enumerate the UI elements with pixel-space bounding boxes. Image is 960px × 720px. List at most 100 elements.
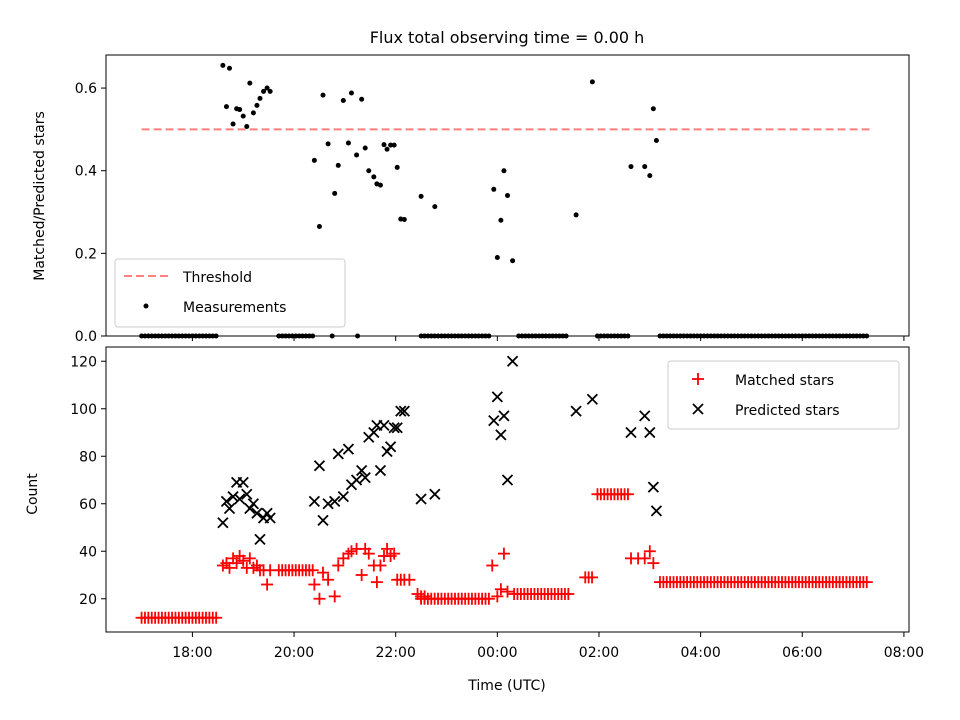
matched-point xyxy=(261,578,274,591)
ratio-legend-box xyxy=(114,258,346,328)
measurement-point xyxy=(653,138,659,144)
measurements-legend-label: Measurements xyxy=(183,300,286,316)
predicted-legend-swatch xyxy=(692,403,704,415)
matched-point xyxy=(308,578,321,591)
measurement-point xyxy=(362,145,368,151)
matched-point xyxy=(388,547,401,560)
predicted-point xyxy=(501,474,514,486)
matched-point xyxy=(491,590,504,603)
measurement-point xyxy=(371,174,377,180)
ratio-y-tick-label: 0.2 xyxy=(75,246,97,262)
matched-point xyxy=(860,576,873,589)
ratio-y-label: Matched/Predicted stars xyxy=(32,111,48,281)
predicted-point xyxy=(498,410,510,422)
predicted-point xyxy=(359,471,371,484)
measurement-point xyxy=(345,140,351,146)
measurement-point xyxy=(366,168,372,174)
count-points xyxy=(135,355,873,624)
predicted-point xyxy=(254,533,266,546)
predicted-point xyxy=(395,405,407,417)
measurement-point xyxy=(384,146,390,152)
predicted-point xyxy=(220,495,233,508)
matched-point xyxy=(381,542,394,555)
measurement-point xyxy=(642,164,648,170)
measurement-point xyxy=(359,96,365,102)
matched-point xyxy=(643,545,656,558)
predicted-point xyxy=(342,443,355,455)
measurement-point xyxy=(418,193,424,199)
x-axis-label: Time (UTC) xyxy=(467,678,545,694)
measurement-point xyxy=(320,92,326,98)
predicted-point xyxy=(329,495,341,508)
matched-point xyxy=(501,585,514,598)
measurement-point xyxy=(354,152,360,158)
matched-point xyxy=(562,588,575,600)
matched-point xyxy=(264,564,277,577)
matched-point xyxy=(486,559,499,572)
matched-point xyxy=(374,559,387,572)
measurement-point xyxy=(264,85,270,91)
measurement-point xyxy=(432,204,438,210)
measurement-point xyxy=(348,90,354,96)
ratio-x-ticks xyxy=(191,336,905,341)
measurement-point xyxy=(510,258,516,264)
predicted-point xyxy=(322,498,334,510)
matched-point xyxy=(322,573,335,586)
measurement-point xyxy=(240,113,246,119)
matched-point xyxy=(494,583,507,596)
ratio-plot: 0.0 0.2 0.4 0.6 Matched/Predicted stars Thr… xyxy=(32,54,910,345)
predicted-point xyxy=(586,393,599,405)
predicted-point xyxy=(625,426,637,439)
predicted-point xyxy=(384,441,397,453)
predicted-point xyxy=(251,507,263,519)
predicted-point xyxy=(491,391,503,403)
x-tick-label: 04:00 xyxy=(680,645,720,661)
count-plot-frame xyxy=(105,346,910,633)
predicted-point xyxy=(317,514,329,527)
measurement-point xyxy=(394,164,400,170)
measurement-point xyxy=(589,79,595,85)
matched-point xyxy=(345,545,358,558)
measurement-point xyxy=(250,110,256,116)
predicted-point xyxy=(644,426,656,439)
matched-legend-swatch xyxy=(692,373,704,385)
matched-point xyxy=(237,554,250,567)
threshold-legend-label: Threshold xyxy=(182,270,252,286)
predicted-point xyxy=(234,493,246,505)
count-legend-box xyxy=(667,360,900,430)
predicted-point xyxy=(223,502,236,515)
predicted-point xyxy=(639,410,651,422)
predicted-point xyxy=(495,429,507,441)
measurement-point xyxy=(628,164,634,170)
measurement-point xyxy=(223,104,229,110)
measurement-point xyxy=(254,102,260,108)
measurement-point xyxy=(494,254,500,260)
x-tick-label: 02:00 xyxy=(579,645,619,661)
matched-point xyxy=(342,547,355,560)
matched-point xyxy=(497,547,510,560)
measurement-point xyxy=(335,162,341,168)
matched-point xyxy=(210,611,223,624)
predicted-point xyxy=(388,422,400,434)
measurements-legend-swatch xyxy=(143,303,149,309)
matched-point xyxy=(230,557,243,570)
predicted-point xyxy=(415,493,427,505)
measurement-point xyxy=(261,88,267,94)
predicted-point xyxy=(217,517,229,529)
predicted-point xyxy=(647,481,659,493)
count-y-tick-label: 120 xyxy=(70,354,97,370)
measurement-point xyxy=(491,186,497,192)
predicted-point xyxy=(350,474,363,486)
measurement-point xyxy=(391,142,397,148)
predicted-point xyxy=(241,488,253,500)
matched-point xyxy=(370,576,383,589)
ratio-y-tick-label: 0.6 xyxy=(75,81,97,97)
ratio-y-axis: 0.0 0.2 0.4 0.6 xyxy=(75,81,106,345)
matched-point xyxy=(243,552,256,565)
count-x-axis: 18:00 20:00 22:00 00:00 02:00 04:00 06:00 08:00 xyxy=(172,632,924,661)
matched-point xyxy=(306,564,319,577)
ratio-y-tick-label: 0.0 xyxy=(75,329,97,345)
matched-point xyxy=(418,590,431,603)
predicted-point xyxy=(398,405,410,417)
